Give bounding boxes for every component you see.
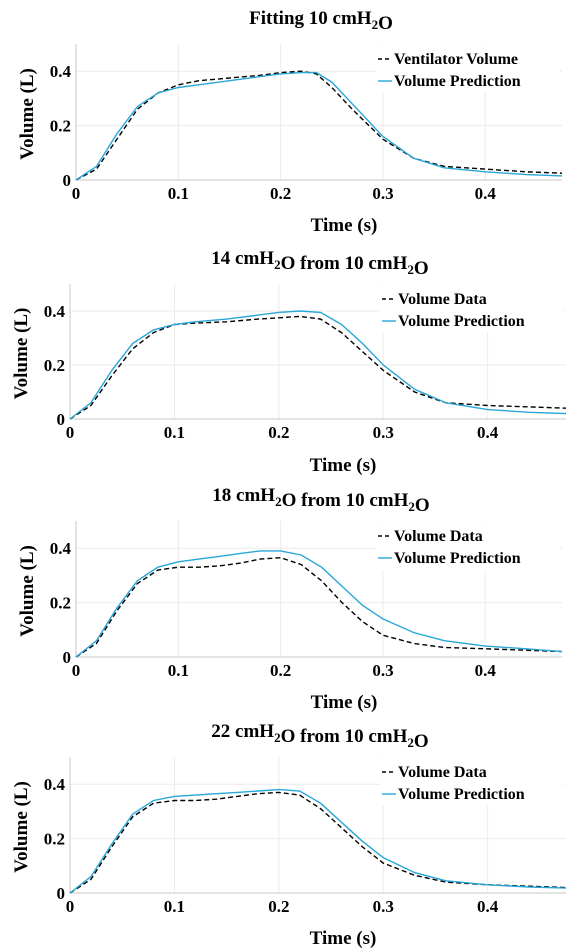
y-tick-label: 0 xyxy=(57,884,66,903)
x-tick-label: 0.1 xyxy=(168,661,189,680)
y-tick-label: 0.2 xyxy=(50,117,71,136)
x-tick-label: 0 xyxy=(72,661,81,680)
x-tick-label: 0.4 xyxy=(477,423,499,442)
x-tick-label: 0.2 xyxy=(270,184,291,203)
x-axis-label: Time (s) xyxy=(310,928,377,949)
legend-label: Ventilator Volume xyxy=(394,51,518,68)
legend: Volume Data Volume Prediction xyxy=(376,522,560,570)
y-axis-label: Volume (L) xyxy=(17,68,38,160)
legend-label: Volume Prediction xyxy=(398,313,525,330)
x-tick-label: 0.1 xyxy=(164,897,185,916)
legend-background xyxy=(376,45,560,93)
x-tick-label: 0.4 xyxy=(477,897,499,916)
y-tick-label: 0.2 xyxy=(44,830,65,849)
data-series-line xyxy=(75,70,563,181)
legend-label: Volume Data xyxy=(398,764,487,781)
prediction-series-line xyxy=(69,788,566,894)
y-axis-label: Volume (L) xyxy=(11,308,32,400)
x-tick-label: 0 xyxy=(66,423,75,442)
chart-title: Fitting 10 cmH2O xyxy=(249,8,393,34)
y-tick-label: 0.2 xyxy=(44,356,65,375)
y-axis-label: Volume (L) xyxy=(11,781,32,873)
prediction-series-line xyxy=(75,71,563,181)
prediction-series-line xyxy=(69,310,566,420)
chart-title: 22 cmH2O from 10 cmH2O xyxy=(211,721,428,752)
legend-background xyxy=(380,285,564,333)
y-tick-label: 0.2 xyxy=(50,594,71,613)
y-tick-label: 0.4 xyxy=(50,539,72,558)
chart-panel-1: 0 0.1 0.2 0.3 0.4 0 0.2 0.4 Time (s) Volume (L) Fi… xyxy=(17,8,563,236)
x-tick-label: 0.1 xyxy=(168,184,189,203)
chart-title: 14 cmH2O from 10 cmH2O xyxy=(211,248,428,279)
legend: Volume Data Volume Prediction xyxy=(380,285,564,333)
legend-label: Volume Data xyxy=(398,291,487,308)
y-tick-label: 0.4 xyxy=(44,775,66,794)
legend: Volume Data Volume Prediction xyxy=(380,758,564,806)
data-series-line xyxy=(75,556,563,658)
x-tick-label: 0.2 xyxy=(270,661,291,680)
data-series-line xyxy=(69,791,566,894)
x-tick-label: 0 xyxy=(66,897,75,916)
prediction-series-line xyxy=(75,550,563,658)
legend-background xyxy=(376,522,560,570)
x-tick-label: 0.3 xyxy=(372,661,393,680)
y-tick-label: 0 xyxy=(57,410,66,429)
chart-panel-2: 0 0.1 0.2 0.3 0.4 0 0.2 0.4 Time (s) Volume (L) 14… xyxy=(11,248,566,476)
legend: Ventilator Volume Volume Prediction xyxy=(376,45,560,93)
x-tick-label: 0.3 xyxy=(373,423,394,442)
y-tick-label: 0.4 xyxy=(50,62,72,81)
x-tick-label: 0 xyxy=(72,184,81,203)
x-tick-label: 0.4 xyxy=(475,184,497,203)
y-tick-label: 0 xyxy=(63,171,72,190)
legend-background xyxy=(380,758,564,806)
legend-label: Volume Prediction xyxy=(394,73,521,90)
x-axis-label: Time (s) xyxy=(311,692,378,713)
data-series-line xyxy=(69,315,566,420)
x-axis-label: Time (s) xyxy=(310,455,377,476)
y-axis-label: Volume (L) xyxy=(17,545,38,637)
x-tick-label: 0.4 xyxy=(475,661,497,680)
x-tick-label: 0.1 xyxy=(164,423,185,442)
chart-panel-3: 0 0.1 0.2 0.3 0.4 0 0.2 0.4 Time (s) Volume (L) 18… xyxy=(17,485,563,713)
legend-label: Volume Prediction xyxy=(394,550,521,567)
chart-panel-4: 0 0.1 0.2 0.3 0.4 0 0.2 0.4 Time (s) Volume (L) 22… xyxy=(11,721,566,949)
y-tick-label: 0 xyxy=(63,648,72,667)
x-tick-label: 0.3 xyxy=(373,897,394,916)
x-tick-label: 0.2 xyxy=(268,897,289,916)
y-tick-label: 0.4 xyxy=(44,302,66,321)
legend-label: Volume Data xyxy=(394,528,483,545)
x-tick-label: 0.3 xyxy=(372,184,393,203)
chart-title: 18 cmH2O from 10 cmH2O xyxy=(212,485,429,516)
x-tick-label: 0.2 xyxy=(268,423,289,442)
legend-label: Volume Prediction xyxy=(398,786,525,803)
x-axis-label: Time (s) xyxy=(311,215,378,236)
